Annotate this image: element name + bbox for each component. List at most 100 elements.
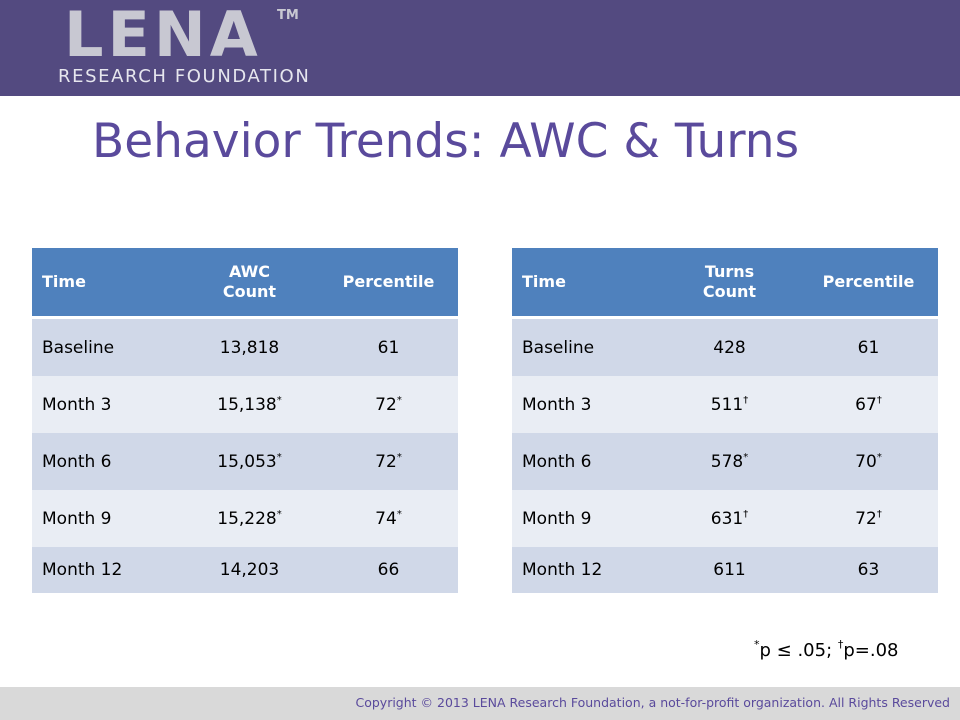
cell-percentile-significance-mark: †: [876, 394, 882, 406]
table-row: Month 9 631† 72†: [512, 490, 938, 547]
table-row: Month 6 578* 70*: [512, 433, 938, 490]
cell-time: Month 12: [32, 547, 180, 593]
cell-time-value: Baseline: [522, 337, 595, 358]
cell-percentile-value: 61: [857, 337, 880, 358]
cell-time-value: Month 9: [42, 508, 112, 529]
footnote-text-1: p ≤ .05;: [759, 640, 838, 661]
cell-time: Month 3: [32, 376, 180, 433]
footnote-mark-dagger: †: [837, 638, 844, 651]
cell-percentile: 72†: [799, 490, 938, 547]
cell-time-value: Month 12: [522, 560, 603, 580]
cell-percentile-significance-mark: *: [396, 508, 402, 520]
cell-percentile-significance-mark: *: [396, 394, 402, 406]
cell-count: 13,818: [180, 317, 319, 376]
cell-count: 14,203: [180, 547, 319, 593]
cell-time: Month 9: [32, 490, 180, 547]
cell-count-value: 14,203: [219, 560, 280, 580]
cell-count-value: 511: [710, 394, 744, 415]
cell-count: 611: [660, 547, 799, 593]
header-percentile: Percentile: [319, 248, 458, 319]
cell-percentile: 70*: [799, 433, 938, 490]
copyright-text: Copyright © 2013 LENA Research Foundatio…: [355, 695, 950, 710]
cell-time: Month 6: [32, 433, 180, 490]
cell-percentile-value: 74: [375, 508, 397, 529]
cell-percentile: 74*: [319, 490, 458, 547]
cell-percentile: 63: [799, 547, 938, 593]
header-awc-count-line2: Count: [222, 282, 277, 301]
cell-count: 15,138*: [180, 376, 319, 433]
table-row: Baseline 428 61: [512, 317, 938, 376]
cell-count-value: 15,138: [217, 394, 277, 415]
cell-count: 15,228*: [180, 490, 319, 547]
header-awc-count: AWC Count: [180, 248, 319, 319]
cell-percentile-value: 61: [377, 337, 400, 358]
cell-percentile-value: 72: [855, 508, 877, 529]
lena-logo: LENA: [64, 0, 262, 71]
turns-table: Time Turns Count Percentile Baseline 428 6…: [512, 248, 938, 593]
cell-percentile-value: 63: [857, 560, 880, 580]
cell-time-value: Month 9: [522, 508, 592, 529]
cell-count-significance-mark: †: [743, 508, 749, 520]
awc-table-body: Baseline 13,818 61 Month 3 15,138* 72* Month 6…: [32, 317, 458, 593]
header-time: Time: [512, 248, 660, 319]
table-header-row: Time Turns Count Percentile: [512, 248, 938, 319]
cell-time: Month 12: [512, 547, 660, 593]
slide-title: Behavior Trends: AWC & Turns: [92, 114, 800, 169]
cell-count-value: 578: [710, 451, 744, 472]
cell-count-significance-mark: *: [276, 508, 282, 520]
cell-percentile: 72*: [319, 433, 458, 490]
cell-percentile: 67†: [799, 376, 938, 433]
header-turns-count-line2: Count: [702, 282, 757, 301]
table-header-row: Time AWC Count Percentile: [32, 248, 458, 319]
footer-bar: Copyright © 2013 LENA Research Foundatio…: [0, 687, 960, 720]
header-banner: LENA TM RESEARCH FOUNDATION: [0, 0, 960, 96]
cell-time: Baseline: [512, 317, 660, 376]
table-row: Month 12 14,203 66: [32, 547, 458, 593]
cell-percentile-significance-mark: *: [396, 451, 402, 463]
cell-percentile-value: 70: [855, 451, 877, 472]
table-row: Month 3 511† 67†: [512, 376, 938, 433]
cell-percentile-significance-mark: *: [876, 451, 882, 463]
cell-count: 578*: [660, 433, 799, 490]
cell-percentile-significance-mark: †: [876, 508, 882, 520]
header-time: Time: [32, 248, 180, 319]
cell-percentile: 66: [319, 547, 458, 593]
cell-time-value: Month 3: [522, 394, 592, 415]
header-awc-count-line1: AWC: [228, 262, 271, 281]
cell-count-value: 631: [710, 508, 744, 529]
cell-count-significance-mark: *: [276, 451, 282, 463]
cell-percentile-value: 66: [377, 560, 400, 580]
cell-percentile-value: 72: [375, 394, 397, 415]
cell-count-significance-mark: *: [276, 394, 282, 406]
cell-time-value: Month 6: [522, 451, 592, 472]
cell-count-significance-mark: †: [743, 394, 749, 406]
table-row: Month 12 611 63: [512, 547, 938, 593]
logo-subtitle: RESEARCH FOUNDATION: [58, 66, 311, 87]
cell-time: Baseline: [32, 317, 180, 376]
table-row: Baseline 13,818 61: [32, 317, 458, 376]
footnote-text-2: p=.08: [843, 640, 899, 661]
significance-footnote: *p ≤ .05; †p=.08: [754, 638, 899, 661]
footnote-mark-asterisk: *: [754, 638, 760, 651]
cell-count-value: 611: [713, 560, 746, 580]
table-row: Month 9 15,228* 74*: [32, 490, 458, 547]
table-row: Month 6 15,053* 72*: [32, 433, 458, 490]
header-turns-count: Turns Count: [660, 248, 799, 319]
cell-count: 15,053*: [180, 433, 319, 490]
cell-count-value: 428: [713, 337, 746, 358]
cell-count-significance-mark: *: [743, 451, 749, 463]
cell-time-value: Month 3: [42, 394, 112, 415]
cell-percentile: 61: [319, 317, 458, 376]
cell-count: 511†: [660, 376, 799, 433]
cell-time-value: Month 6: [42, 451, 112, 472]
cell-count-value: 13,818: [219, 337, 280, 358]
cell-time: Month 9: [512, 490, 660, 547]
cell-count: 428: [660, 317, 799, 376]
cell-count: 631†: [660, 490, 799, 547]
cell-count-value: 15,053: [217, 451, 277, 472]
header-percentile: Percentile: [799, 248, 938, 319]
cell-percentile: 72*: [319, 376, 458, 433]
cell-time-value: Baseline: [42, 337, 115, 358]
cell-time-value: Month 12: [42, 560, 123, 580]
cell-percentile-value: 72: [375, 451, 397, 472]
